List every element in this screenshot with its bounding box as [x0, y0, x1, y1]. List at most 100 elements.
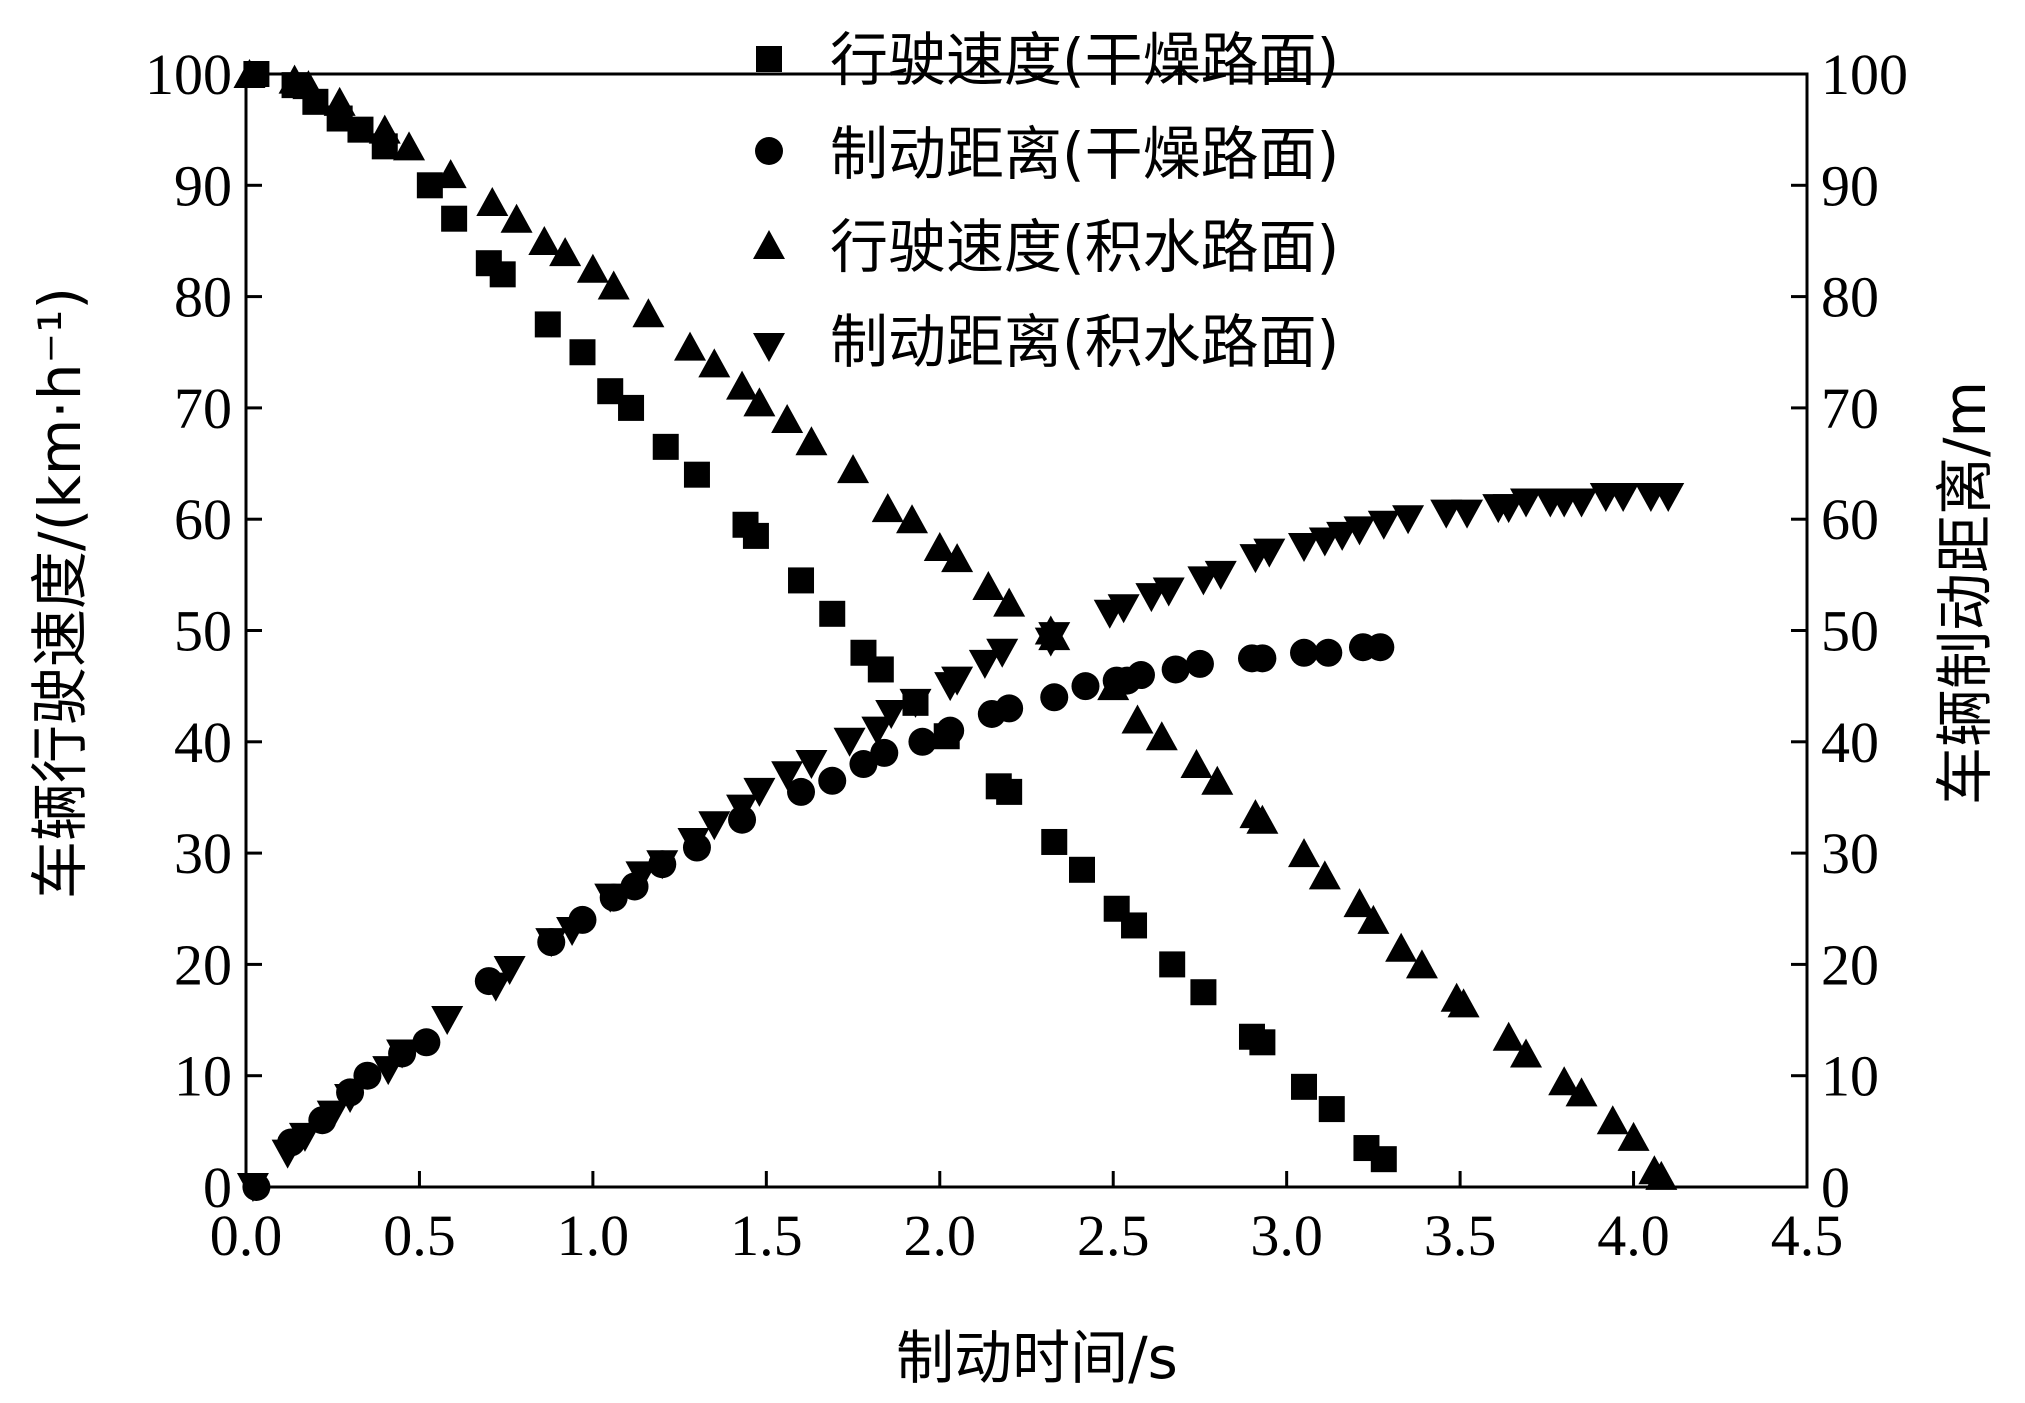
data-point-triangle-down: [625, 861, 658, 891]
y-left-tick-label: 90: [174, 153, 232, 218]
data-point-triangle-up: [972, 570, 1005, 600]
legend-marker-triangle-down: [753, 333, 785, 362]
data-point-square: [1159, 951, 1186, 978]
data-point-triangle-down: [646, 850, 679, 880]
data-point-triangle-up: [1246, 804, 1279, 834]
data-point-triangle-down: [236, 1173, 269, 1202]
data-point-triangle-up: [393, 131, 426, 161]
data-point-triangle-up: [837, 454, 870, 484]
data-point-circle: [1185, 649, 1214, 678]
data-point-triangle-up: [1405, 949, 1438, 979]
data-markers: [233, 59, 1685, 1202]
data-point-triangle-up: [549, 237, 582, 267]
legend-item: 制动距离(积水路面): [753, 308, 1339, 376]
y-left-tick-label: 100: [145, 42, 232, 107]
data-point-square: [1041, 828, 1068, 855]
legend-label: 行驶速度(干燥路面): [830, 26, 1339, 94]
data-point-triangle-down: [1510, 488, 1543, 518]
data-point-triangle-up: [1097, 671, 1130, 701]
data-point-triangle-down: [743, 777, 776, 807]
y-right-axis-title: 车辆制动距离/m: [1931, 381, 1999, 805]
data-point-circle: [1366, 633, 1395, 662]
data-point-circle: [787, 777, 816, 806]
data-point-triangle-down: [795, 750, 828, 780]
data-point-square: [867, 656, 894, 683]
data-point-circle: [818, 766, 847, 795]
legend-marker-square: [756, 46, 782, 72]
data-point-triangle-down: [479, 972, 512, 1002]
data-point-triangle-down: [1392, 505, 1425, 535]
data-point-triangle-up: [1385, 932, 1418, 962]
data-point-triangle-up: [500, 203, 533, 233]
legend: 行驶速度(干燥路面) 制动距离(干燥路面) 行驶速度(积水路面) 制动距离(积水…: [753, 26, 1339, 376]
data-point-triangle-up: [726, 370, 759, 400]
legend-label: 行驶速度(积水路面): [830, 213, 1339, 281]
data-point-triangle-up: [896, 504, 929, 534]
data-point-square: [996, 778, 1023, 805]
data-point-triangle-down: [1343, 516, 1376, 546]
data-point-triangle-down: [1565, 488, 1598, 518]
data-point-square: [618, 394, 645, 421]
data-point-circle: [1314, 638, 1343, 667]
y-right-tick-label: 60: [1821, 487, 1879, 552]
data-point-triangle-down: [372, 1056, 405, 1086]
data-point-triangle-up: [1145, 721, 1178, 751]
data-point-triangle-down: [1038, 622, 1071, 652]
data-point-circle: [849, 750, 878, 779]
data-point-square: [1318, 1096, 1345, 1123]
y-left-tick-label: 30: [174, 821, 232, 886]
data-point-triangle-up: [1492, 1021, 1525, 1051]
data-point-triangle-up: [795, 426, 828, 456]
data-point-triangle-up: [368, 114, 401, 144]
data-point-triangle-up: [576, 253, 609, 283]
data-point-square: [534, 311, 561, 338]
data-point-triangle-up: [1343, 888, 1376, 918]
data-point-triangle-up: [771, 404, 804, 434]
x-tick-label: 4.0: [1597, 1203, 1670, 1268]
data-point-triangle-down: [1152, 577, 1185, 607]
legend-item: 行驶速度(干燥路面): [756, 26, 1339, 94]
data-point-triangle-up: [1357, 904, 1390, 934]
y-right-tick-label: 90: [1821, 153, 1879, 218]
data-point-triangle-up: [597, 270, 630, 300]
data-point-square: [1121, 912, 1148, 939]
data-point-triangle-down: [431, 1006, 464, 1036]
data-point-triangle-down: [1135, 583, 1168, 613]
x-tick-label: 0.0: [210, 1203, 283, 1268]
y-left-tick-label: 20: [174, 932, 232, 997]
data-point-triangle-down: [875, 699, 908, 729]
x-tick-label: 0.5: [383, 1203, 456, 1268]
data-point-triangle-up: [1180, 749, 1213, 779]
data-point-triangle-up: [1201, 765, 1234, 795]
data-point-triangle-up: [923, 532, 956, 562]
data-point-circle: [1290, 638, 1319, 667]
data-point-square: [788, 567, 815, 594]
data-point-triangle-down: [1204, 560, 1237, 590]
data-point-triangle-down: [535, 928, 568, 958]
data-point-triangle-up: [1645, 1160, 1678, 1190]
data-point-circle: [1161, 655, 1190, 684]
y-right-tick-label: 50: [1821, 599, 1879, 664]
data-point-square: [347, 116, 374, 143]
data-point-triangle-down: [1253, 538, 1286, 568]
data-point-square: [1291, 1073, 1318, 1100]
data-point-triangle-down: [1451, 499, 1484, 529]
data-point-triangle-down: [986, 638, 1019, 668]
data-point-triangle-down: [1652, 482, 1685, 512]
data-point-circle: [995, 694, 1024, 723]
data-point-circle: [1040, 683, 1069, 712]
data-point-circle: [353, 1061, 382, 1090]
data-point-triangle-up: [871, 493, 904, 523]
legend-marker-circle: [755, 137, 783, 165]
legend-label: 制动距离(干燥路面): [830, 120, 1339, 188]
y-left-tick-label: 80: [174, 265, 232, 330]
data-point-triangle-down: [861, 716, 894, 746]
y-left-tick-label: 40: [174, 710, 232, 775]
data-point-triangle-up: [1548, 1066, 1581, 1096]
data-point-triangle-down: [833, 727, 866, 757]
data-point-triangle-up: [698, 348, 731, 378]
data-point-triangle-up: [1121, 704, 1154, 734]
data-point-triangle-down: [726, 794, 759, 824]
